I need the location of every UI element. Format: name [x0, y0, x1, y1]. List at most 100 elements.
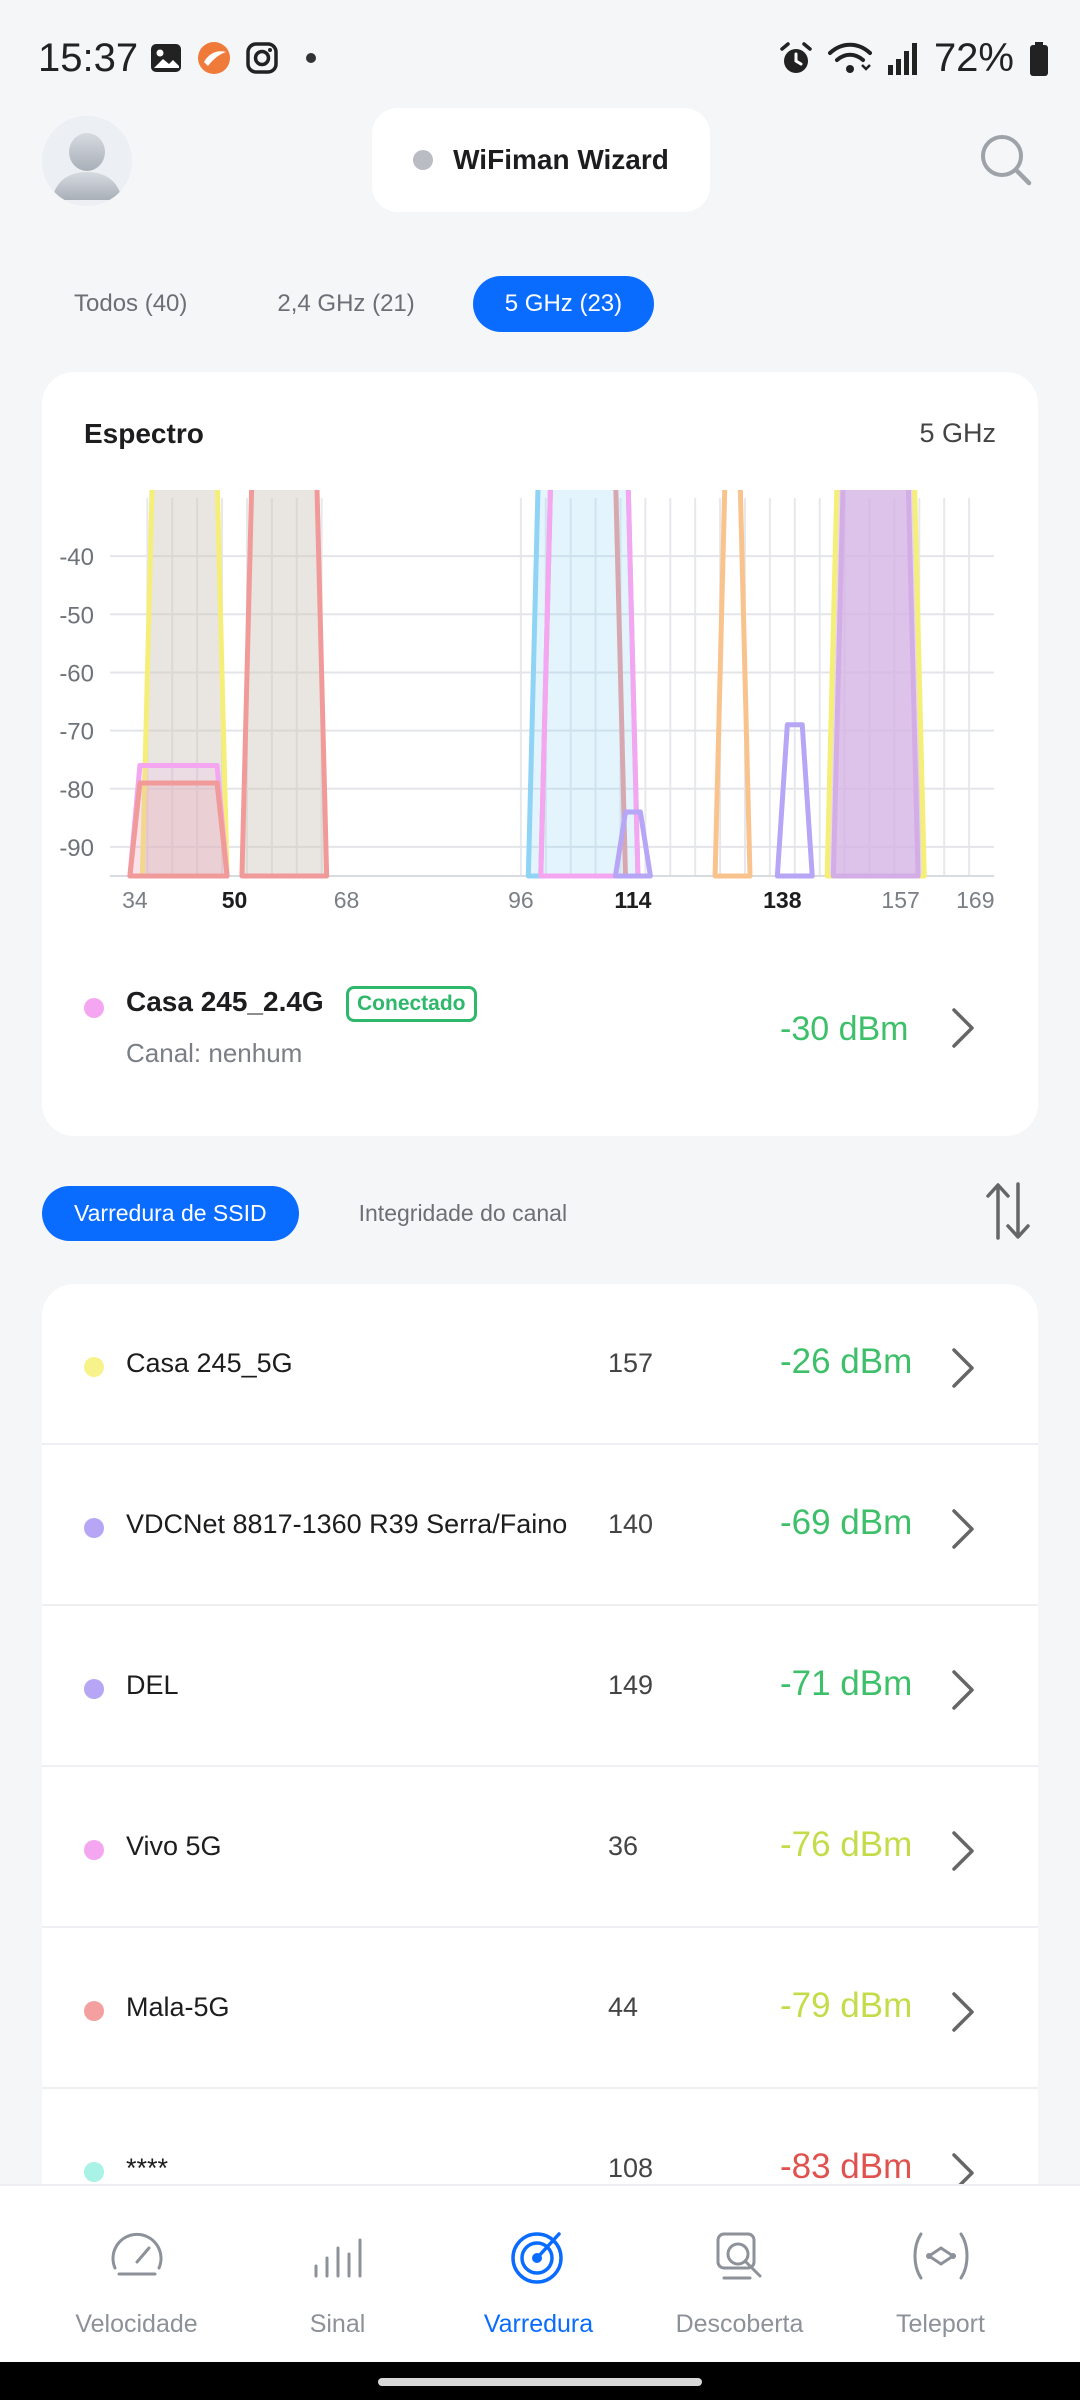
- system-icons: 72%: [778, 36, 1050, 81]
- chevron-right-icon[interactable]: [948, 1990, 978, 2034]
- spectrum-network-band: [830, 490, 921, 879]
- connected-badge: Conectado: [346, 986, 477, 1022]
- speedometer-icon: [111, 2232, 162, 2276]
- system-navigation-bar: [0, 2362, 1080, 2400]
- chevron-right-icon[interactable]: [948, 1668, 978, 1712]
- battery-icon: [1030, 41, 1048, 76]
- scan-mode-tabs: Varredura de SSID Integridade do canal: [42, 1186, 599, 1241]
- network-row[interactable]: Casa 245_5G 157 -26 dBm: [42, 1284, 1038, 1445]
- x-tick-label: 157: [881, 887, 919, 913]
- nav-signal[interactable]: Sinal: [237, 2186, 438, 2364]
- alarm-icon: [780, 41, 812, 73]
- network-channel: 36: [608, 1831, 639, 1861]
- chart-x-ticks: 34 50 68 96 114 138 157 169: [122, 887, 994, 913]
- gallery-icon: [151, 44, 181, 72]
- spectrum-card: Espectro 5 GHz -40 -50 -60 -70 -80 -90 34 50 68…: [42, 372, 1038, 1136]
- search-icon[interactable]: [978, 132, 1034, 188]
- y-tick-label: -90: [59, 835, 94, 862]
- chevron-right-icon[interactable]: [948, 1507, 978, 1551]
- connected-network-color-dot: [84, 998, 104, 1018]
- x-tick-label: 114: [614, 887, 651, 913]
- status-bar: 15:37 72%: [0, 0, 1080, 110]
- network-channel: 140: [608, 1509, 654, 1539]
- tab-5-ghz[interactable]: 5 GHz (23): [472, 276, 655, 332]
- connected-ssid: Casa 245_2.4G: [126, 986, 324, 1017]
- radar-icon: [510, 2232, 563, 2284]
- x-tick-label: 169: [956, 887, 994, 913]
- chevron-right-icon[interactable]: [948, 1006, 978, 1050]
- tab-ssid-scan[interactable]: Varredura de SSID: [42, 1186, 299, 1241]
- wizard-label: WiFiman Wizard: [453, 144, 669, 175]
- spectrum-network-band: [774, 722, 815, 879]
- network-channel: 157: [608, 1348, 654, 1378]
- y-tick-label: -40: [59, 544, 94, 571]
- network-color-dot: [84, 1840, 104, 1860]
- chevron-right-icon[interactable]: [948, 1829, 978, 1873]
- network-color-dot: [84, 2162, 104, 2182]
- y-tick-label: -50: [59, 602, 94, 629]
- network-signal: -71 dBm: [780, 1664, 913, 1703]
- chevron-right-icon[interactable]: [948, 1346, 978, 1390]
- user-avatar-icon: [42, 116, 132, 206]
- wifi-icon: [827, 42, 872, 73]
- chart-series: [127, 490, 927, 879]
- battery-percent: 72%: [933, 36, 1014, 80]
- network-ssid: DEL: [126, 1670, 179, 1700]
- network-channel: 44: [608, 1992, 639, 2022]
- y-tick-label: -60: [59, 660, 94, 687]
- network-row[interactable]: Vivo 5G 36 -76 dBm: [42, 1767, 1038, 1928]
- wizard-status-dot: [413, 150, 434, 170]
- instagram-icon: [246, 42, 278, 74]
- teleport-icon: [913, 2232, 968, 2280]
- home-gesture-pill[interactable]: [378, 2378, 702, 2386]
- x-tick-label: 96: [508, 887, 534, 913]
- x-tick-label: 50: [222, 887, 248, 913]
- network-signal: -76 dBm: [780, 1825, 913, 1864]
- network-color-dot: [84, 1357, 104, 1377]
- network-signal: -69 dBm: [780, 1503, 913, 1542]
- nav-teleport[interactable]: Teleport: [840, 2186, 1041, 2364]
- network-ssid: Vivo 5G: [126, 1831, 222, 1861]
- notification-icons: [148, 40, 316, 76]
- tab-2-4-ghz[interactable]: 2,4 GHz (21): [277, 290, 415, 317]
- spectrum-band-label: 5 GHz: [919, 418, 996, 448]
- tab-all-bands[interactable]: Todos (40): [74, 290, 188, 317]
- network-color-dot: [84, 1679, 104, 1699]
- wifiman-wizard-button[interactable]: WiFiman Wizard: [372, 108, 710, 212]
- avatar[interactable]: [42, 116, 132, 206]
- chevron-right-icon[interactable]: [948, 2151, 978, 2184]
- nav-scan[interactable]: Varredura: [438, 2186, 639, 2364]
- network-list: Casa 245_5G 157 -26 dBm VDCNet 8817-1360 R3…: [42, 1284, 1038, 2184]
- network-channel: 108: [608, 2153, 654, 2183]
- nav-speed[interactable]: Velocidade: [36, 2186, 237, 2364]
- tab-channel-health[interactable]: Integridade do canal: [358, 1200, 568, 1226]
- nav-discovery[interactable]: Descoberta: [639, 2186, 840, 2364]
- chart-y-ticks: -40 -50 -60 -70 -80 -90: [59, 544, 94, 862]
- nav-speed-label: Velocidade: [75, 2310, 198, 2338]
- nav-scan-label: Varredura: [483, 2310, 594, 2338]
- sort-icon[interactable]: [982, 1180, 1034, 1242]
- network-row[interactable]: Mala-5G 44 -79 dBm: [42, 1928, 1038, 2089]
- spectrum-chart[interactable]: -40 -50 -60 -70 -80 -90 34 50 68 96 114 138 157 169: [42, 490, 1038, 920]
- spectrum-title: Espectro: [84, 418, 204, 449]
- spectrum-network-band: [712, 490, 753, 879]
- network-row[interactable]: VDCNet 8817-1360 R39 Serra/Faino 140 -69 d…: [42, 1445, 1038, 1606]
- signal-bars-icon: [314, 2238, 361, 2278]
- cell-signal-icon: [887, 42, 917, 75]
- network-signal: -26 dBm: [780, 1342, 913, 1381]
- x-tick-label: 68: [334, 887, 360, 913]
- nav-teleport-label: Teleport: [896, 2310, 985, 2338]
- network-row[interactable]: **** 108 -83 dBm: [42, 2089, 1038, 2184]
- network-color-dot: [84, 1518, 104, 1538]
- network-ssid: Casa 245_5G: [126, 1348, 293, 1378]
- spectrum-network-band: [127, 780, 230, 879]
- nav-discovery-label: Descoberta: [675, 2310, 804, 2338]
- network-ssid: VDCNet 8817-1360 R39 Serra/Faino: [126, 1509, 568, 1539]
- x-tick-label: 138: [763, 887, 802, 913]
- network-row[interactable]: DEL 149 -71 dBm: [42, 1606, 1038, 1767]
- app-notification-icon: [198, 42, 230, 74]
- network-channel: 149: [608, 1670, 654, 1700]
- bottom-navigation: Velocidade Sinal Varredura Descoberta Te…: [0, 2184, 1080, 2362]
- status-time: 15:37: [38, 36, 139, 80]
- spectrum-network-band: [612, 809, 653, 879]
